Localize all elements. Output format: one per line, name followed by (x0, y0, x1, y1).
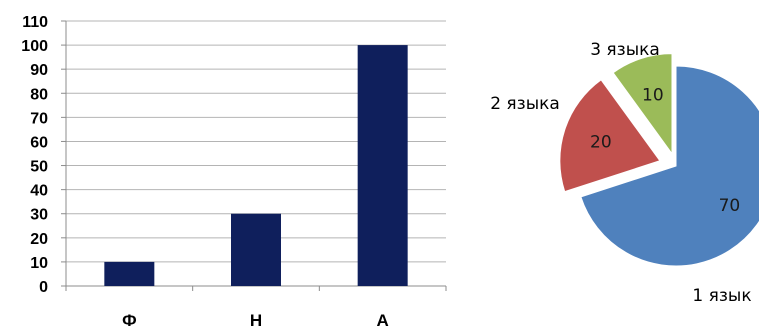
category-label: 3 языка (590, 40, 660, 60)
x-tick-label: А (377, 311, 389, 329)
y-tick-label: 60 (30, 134, 48, 151)
pie-slice (559, 79, 661, 193)
y-tick-label: 50 (30, 159, 48, 176)
y-tick-label: 0 (39, 279, 48, 296)
y-tick-label: 20 (30, 231, 48, 248)
bar (231, 213, 281, 286)
y-tick-label: 110 (22, 14, 48, 31)
x-tick-label: Ф (122, 311, 137, 329)
y-tick-label: 100 (21, 38, 48, 55)
pie-slice (612, 53, 673, 156)
bar (357, 45, 408, 286)
pie-slice (580, 65, 759, 267)
y-tick-label: 80 (30, 86, 48, 103)
category-label: 2 языка (490, 94, 560, 114)
y-tick-label: 90 (30, 62, 48, 79)
pie-chart: 70 1 язык 20 2 языка 10 3 языка (490, 40, 759, 306)
y-tick-label: 40 (30, 183, 48, 200)
y-tick-label: 30 (30, 207, 48, 224)
bar-chart: 0 10 20 30 40 50 60 70 80 90 100 110 Ф Н А (21, 14, 447, 329)
y-tick-label: 70 (30, 110, 48, 127)
y-tick-label: 10 (30, 255, 48, 272)
category-label: 1 язык (692, 286, 751, 306)
data-label: 20 (590, 133, 612, 153)
data-label: 10 (642, 86, 664, 106)
bar (104, 261, 155, 286)
x-tick-label: Н (250, 311, 262, 329)
data-label: 70 (719, 196, 741, 216)
